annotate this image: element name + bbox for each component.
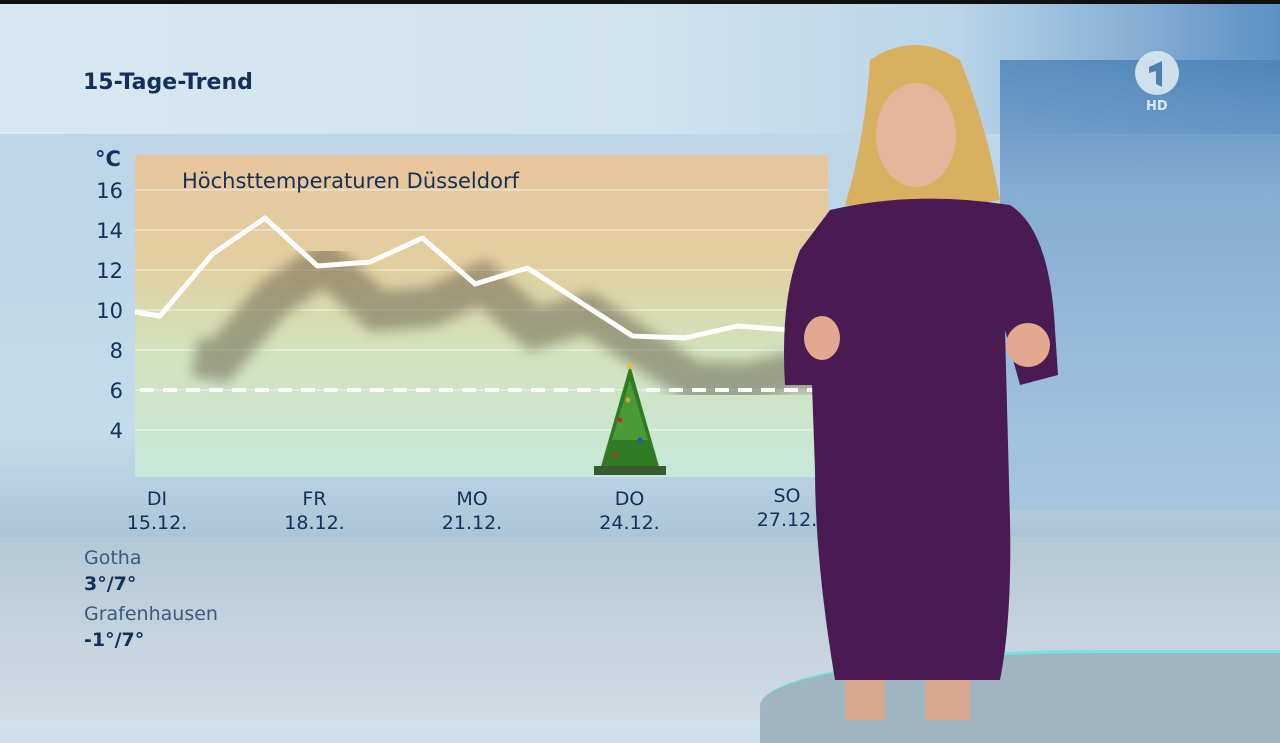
y-tick-label: 14 [96,219,123,243]
data-point [420,236,425,240]
y-tick-label: 8 [110,339,123,363]
presenter [784,45,1058,720]
data-point [630,334,635,338]
das-erste-logo-icon [1149,61,1162,87]
y-tick-label: 16 [96,179,123,203]
x-tick-date: 18.12. [284,512,344,534]
y-axis-unit: °C [95,147,121,171]
data-point [578,300,582,304]
station-name: Grafenhausen [84,603,218,625]
y-tick-label: 12 [96,259,123,283]
y-tick-label: 4 [110,419,123,443]
data-point [210,252,215,256]
temperature-chart: Höchsttemperaturen Düsseldorf °C 4 6 8 10 12… [95,147,852,534]
y-tick-label: 10 [96,299,123,323]
presenter-left-hand [804,316,840,360]
data-point [525,266,530,270]
station-name: Gotha [84,547,142,569]
presenter-face [876,83,956,187]
x-tick-day: MO [456,488,487,510]
data-point [735,324,740,328]
x-tick-day: FR [302,488,326,510]
data-point [158,314,162,318]
station-temps: -1°/7° [84,629,145,651]
x-tick-date: 27.12. [757,509,817,531]
chart-title: Höchsttemperaturen Düsseldorf [182,169,520,193]
christmas-tree-icon [594,363,666,475]
data-point [368,260,372,264]
y-tick-label: 6 [110,379,123,403]
x-tick-day: DI [147,488,167,510]
x-tick-date: 15.12. [127,512,187,534]
data-point [683,336,687,340]
x-tick-day: SO [773,485,800,507]
x-tick-date: 24.12. [599,512,659,534]
data-point [315,264,320,268]
data-point [263,216,267,220]
top-border [0,0,1280,4]
presenter-right-hand [1006,323,1050,367]
station-temps: 3°/7° [84,573,137,595]
presenter-dress [784,198,1058,681]
channel-logo [1135,51,1179,95]
line-shadow [191,237,852,404]
data-point [473,282,477,286]
temperature-line [134,215,791,341]
page-title: 15-Tage-Trend [83,70,253,95]
x-tick-date: 21.12. [442,512,502,534]
x-tick-day: DO [615,488,645,510]
hd-badge: HD [1146,99,1168,114]
